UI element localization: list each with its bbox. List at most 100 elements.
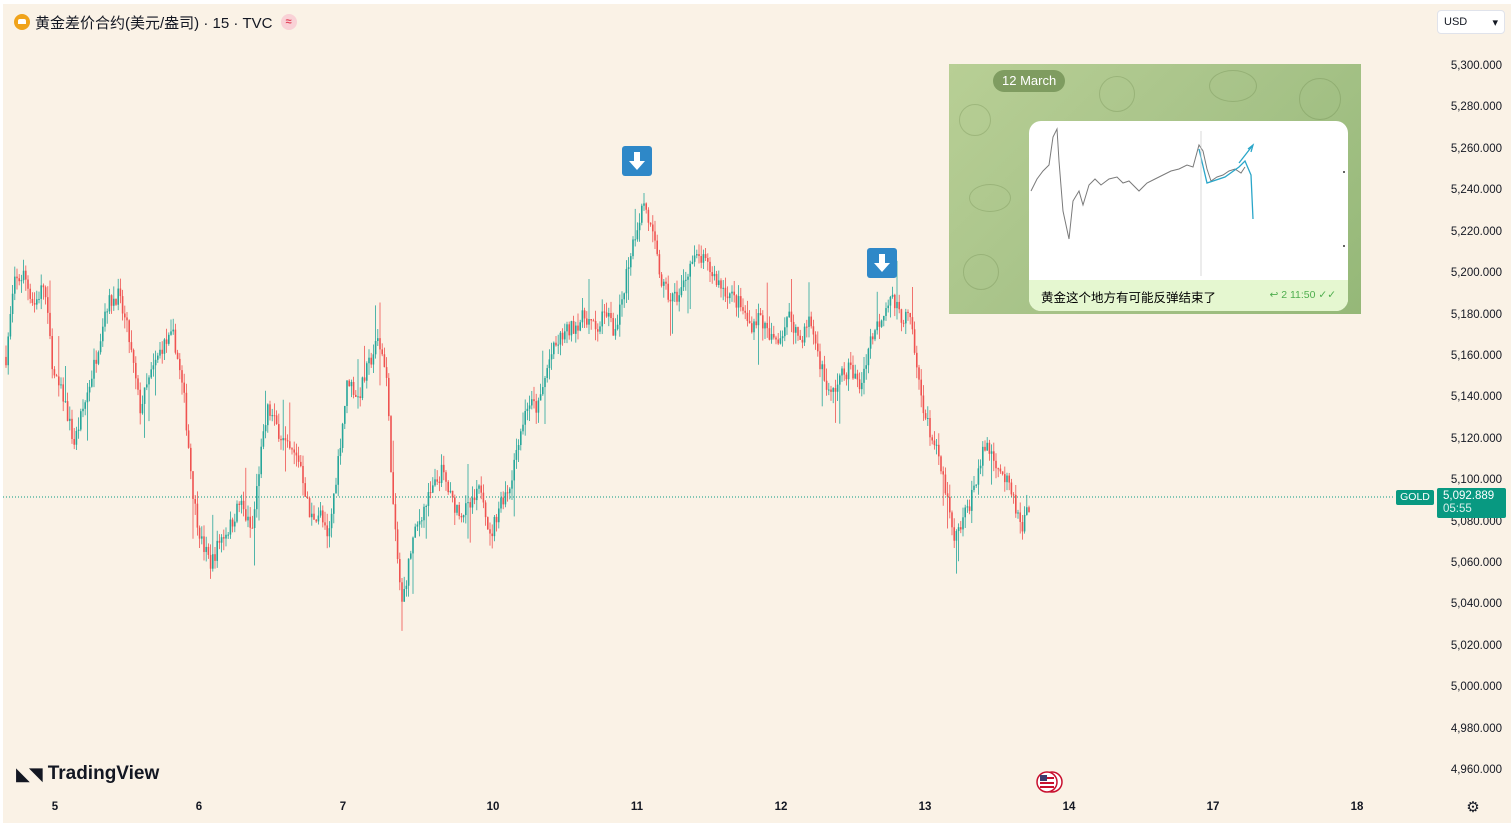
candle-body bbox=[29, 288, 31, 299]
candle-body bbox=[907, 311, 909, 314]
candle-body bbox=[764, 322, 766, 329]
candle-body bbox=[797, 327, 799, 336]
candle-body bbox=[968, 506, 971, 511]
price-tick-label: 5,020.000 bbox=[1450, 639, 1502, 652]
candle-body bbox=[559, 332, 562, 345]
candle-body bbox=[253, 509, 256, 528]
candle-body bbox=[927, 418, 929, 420]
candle-body bbox=[971, 489, 973, 511]
candle-body bbox=[227, 534, 229, 536]
candle-body bbox=[713, 273, 716, 277]
candle-body bbox=[425, 505, 427, 507]
candle-body bbox=[759, 313, 762, 316]
candle-body bbox=[865, 365, 867, 369]
candle-body bbox=[394, 504, 397, 530]
symbol-price-label: GOLD bbox=[1396, 490, 1434, 505]
candle-body bbox=[850, 362, 852, 366]
message-info: 2 11:50 bbox=[1281, 289, 1316, 301]
candle-body bbox=[843, 368, 845, 375]
candle-body bbox=[262, 431, 265, 447]
market-status-icon[interactable]: ≈ bbox=[280, 14, 297, 30]
candle-body bbox=[557, 344, 559, 346]
candle-body bbox=[951, 512, 953, 528]
candle-body bbox=[447, 481, 449, 493]
candle-body bbox=[720, 280, 722, 289]
symbol-legend[interactable]: 黄金差价合约(美元/盎司) · 15 · TVC ≈ bbox=[14, 11, 297, 33]
symbol-title[interactable]: 黄金差价合约(美元/盎司) · 15 · TVC bbox=[35, 14, 273, 32]
candle-body bbox=[757, 313, 760, 326]
candle-body bbox=[819, 351, 821, 370]
candle-body bbox=[104, 311, 106, 327]
candle-body bbox=[583, 310, 586, 319]
candle-body bbox=[594, 320, 597, 330]
candle-body bbox=[278, 424, 280, 439]
candle-body bbox=[148, 377, 150, 385]
candle-body bbox=[597, 329, 599, 332]
candle-body bbox=[999, 468, 1002, 472]
candle-body bbox=[630, 256, 632, 268]
candle-body bbox=[313, 513, 315, 520]
candle-body bbox=[955, 531, 958, 541]
last-price-value: 5,092.889 bbox=[1443, 490, 1495, 502]
currency-select[interactable]: USD ▾ bbox=[1437, 10, 1505, 34]
candle-body bbox=[885, 308, 887, 316]
candle-body bbox=[392, 472, 394, 505]
candle-body bbox=[117, 288, 119, 305]
candle-body bbox=[652, 224, 654, 232]
candle-body bbox=[509, 488, 511, 494]
candle-body bbox=[660, 274, 663, 286]
candle-body bbox=[86, 392, 89, 403]
candle-body bbox=[863, 368, 865, 383]
candle-body bbox=[638, 222, 641, 231]
down-arrow-marker[interactable] bbox=[867, 248, 897, 278]
candle-body bbox=[680, 287, 683, 296]
candle-body bbox=[799, 335, 801, 340]
candle-body bbox=[5, 356, 7, 366]
candle-body bbox=[808, 316, 810, 327]
time-tick-label: 17 bbox=[1206, 801, 1220, 813]
candle-body bbox=[84, 402, 86, 409]
candle-body bbox=[280, 438, 282, 441]
candle-body bbox=[698, 254, 700, 257]
candle-body bbox=[256, 486, 258, 510]
price-tick-label: 5,140.000 bbox=[1450, 391, 1502, 404]
candle-body bbox=[176, 352, 179, 359]
candle-body bbox=[341, 423, 344, 448]
candle-body bbox=[1012, 494, 1015, 496]
candle-body bbox=[456, 504, 458, 513]
candle-body bbox=[418, 521, 421, 525]
candle-body bbox=[498, 508, 500, 523]
candle-body bbox=[113, 298, 115, 306]
candle-body bbox=[146, 384, 148, 388]
candle-body bbox=[847, 362, 850, 380]
candle-body bbox=[91, 378, 93, 387]
candle-body bbox=[451, 490, 454, 498]
candle-body bbox=[93, 359, 95, 379]
candle-body bbox=[792, 321, 795, 333]
candle-body bbox=[878, 321, 881, 327]
us-flag-icon[interactable] bbox=[1036, 771, 1066, 793]
candle-body bbox=[544, 377, 546, 388]
settings-icon[interactable]: ⚙ bbox=[1466, 799, 1480, 816]
candle-body bbox=[71, 418, 73, 439]
candle-body bbox=[548, 359, 551, 369]
candle-body bbox=[22, 270, 25, 281]
candle-body bbox=[770, 333, 773, 340]
candle-body bbox=[436, 479, 438, 482]
candle-body bbox=[810, 316, 812, 327]
candle-body bbox=[1019, 512, 1021, 523]
candle-body bbox=[623, 293, 625, 300]
telegram-date-pill: 12 March bbox=[993, 70, 1066, 92]
candle-body bbox=[161, 349, 163, 354]
tradingview-logo[interactable]: ◣◥ TradingView bbox=[16, 763, 159, 785]
price-tick-label: 5,280.000 bbox=[1450, 101, 1502, 114]
candle-body bbox=[861, 382, 863, 390]
candle-body bbox=[500, 497, 502, 509]
candle-body bbox=[322, 510, 324, 523]
candle-body bbox=[586, 318, 588, 325]
candle-body bbox=[946, 493, 949, 497]
bottom-divider bbox=[0, 823, 1511, 829]
down-arrow-marker[interactable] bbox=[622, 146, 652, 176]
